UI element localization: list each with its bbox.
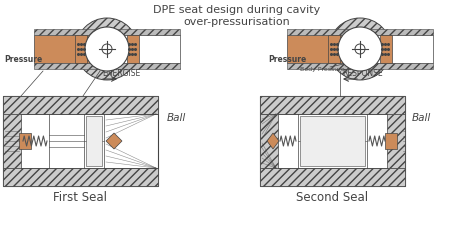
Bar xyxy=(328,35,340,63)
Text: First Seal: First Seal xyxy=(53,191,107,204)
Bar xyxy=(380,35,392,63)
Bar xyxy=(287,35,360,63)
Bar xyxy=(287,63,360,69)
Polygon shape xyxy=(106,133,122,149)
Bar xyxy=(387,114,405,168)
Circle shape xyxy=(76,18,138,80)
Bar xyxy=(34,29,107,35)
Circle shape xyxy=(85,27,129,71)
Text: Second Seal: Second Seal xyxy=(296,191,368,204)
Bar xyxy=(34,63,107,69)
Bar xyxy=(3,96,158,114)
Text: DPE seat design during cavity
over-pressurisation: DPE seat design during cavity over-press… xyxy=(154,5,320,27)
Text: RESPONSE: RESPONSE xyxy=(342,69,383,78)
Text: Ball: Ball xyxy=(167,113,186,123)
Bar xyxy=(75,35,87,63)
Bar xyxy=(260,168,405,186)
Bar xyxy=(107,29,180,35)
Text: Ball: Ball xyxy=(412,113,431,123)
Text: Pressure: Pressure xyxy=(268,55,306,64)
Circle shape xyxy=(338,27,382,71)
Text: Body Pressure: Body Pressure xyxy=(300,67,345,72)
Bar xyxy=(19,133,31,149)
Bar xyxy=(3,168,158,186)
Bar xyxy=(3,114,21,168)
Bar xyxy=(360,35,433,63)
Text: ENERGISE: ENERGISE xyxy=(102,69,140,78)
Bar xyxy=(127,35,139,63)
Bar xyxy=(3,96,158,186)
Bar xyxy=(260,96,405,114)
Bar xyxy=(260,96,405,186)
Bar xyxy=(107,35,180,63)
Bar xyxy=(287,29,360,35)
Bar xyxy=(107,63,180,69)
Bar xyxy=(86,116,102,166)
Bar xyxy=(360,29,433,35)
Bar xyxy=(34,35,107,63)
Bar xyxy=(300,116,365,166)
Text: Pressure: Pressure xyxy=(4,55,42,64)
Circle shape xyxy=(329,18,391,80)
Bar xyxy=(360,63,433,69)
Bar xyxy=(260,114,278,168)
Polygon shape xyxy=(267,133,279,149)
Bar xyxy=(385,133,397,149)
